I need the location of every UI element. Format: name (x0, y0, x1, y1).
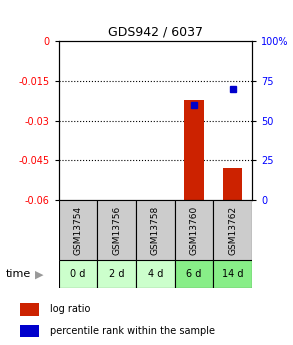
Text: GSM13760: GSM13760 (190, 206, 198, 255)
Text: 0 d: 0 d (70, 269, 86, 279)
Title: GDS942 / 6037: GDS942 / 6037 (108, 26, 203, 39)
Text: 6 d: 6 d (186, 269, 202, 279)
Text: 2 d: 2 d (109, 269, 124, 279)
Bar (223, 168, 242, 200)
Text: GSM13758: GSM13758 (151, 206, 160, 255)
Bar (20, 325, 39, 337)
Bar (213, 200, 252, 260)
Text: GSM13762: GSM13762 (228, 206, 237, 255)
Text: log ratio: log ratio (50, 304, 90, 314)
Text: GSM13756: GSM13756 (112, 206, 121, 255)
Bar (136, 260, 175, 288)
Text: percentile rank within the sample: percentile rank within the sample (50, 326, 215, 336)
Text: 14 d: 14 d (222, 269, 243, 279)
Bar (97, 260, 136, 288)
Bar (59, 260, 97, 288)
Bar (59, 200, 97, 260)
Bar (184, 100, 204, 200)
Bar (20, 303, 39, 316)
Bar (136, 200, 175, 260)
Bar (175, 200, 213, 260)
Text: GSM13754: GSM13754 (74, 206, 82, 255)
Text: ▶: ▶ (35, 269, 44, 279)
Bar (213, 260, 252, 288)
Text: 4 d: 4 d (148, 269, 163, 279)
Text: time: time (6, 269, 31, 279)
Bar (97, 200, 136, 260)
Bar (175, 260, 213, 288)
